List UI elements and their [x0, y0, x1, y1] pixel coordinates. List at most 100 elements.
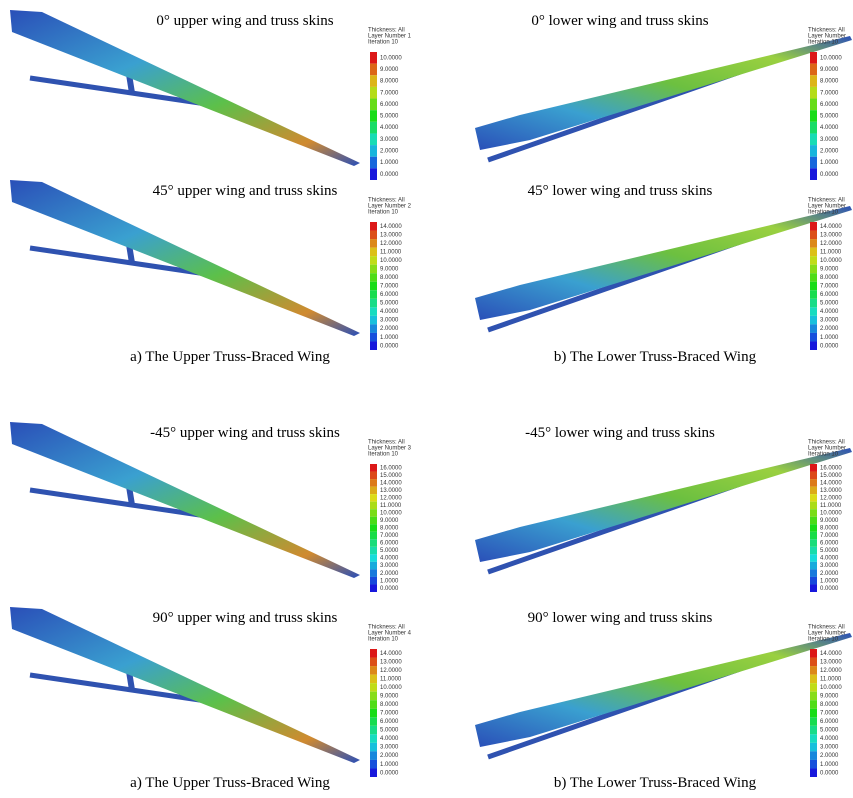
legend-label: 11.0000	[820, 249, 842, 255]
legend-swatch	[810, 239, 817, 248]
legend-swatch	[810, 133, 817, 145]
legend-swatch	[810, 341, 817, 350]
legend-label: 3.0000	[820, 137, 839, 143]
legend-label: 2.0000	[820, 753, 839, 759]
legend-label: 5.0000	[380, 114, 399, 120]
legend-label: 15.0000	[820, 473, 842, 479]
legend-swatch	[810, 307, 817, 316]
legend-label: 10.0000	[380, 55, 402, 61]
legend-label: 7.0000	[380, 90, 399, 96]
panel-title: -45° lower wing and truss skins	[525, 425, 715, 441]
legend-swatch	[810, 562, 817, 570]
legend-label: 10.0000	[380, 685, 402, 691]
legend-label: 14.0000	[380, 480, 402, 486]
legend-swatch	[810, 52, 817, 64]
legend-swatch	[370, 324, 377, 333]
wing	[475, 36, 852, 150]
legend-swatch	[370, 341, 377, 350]
legend-swatch	[810, 231, 817, 240]
legend-label: 12.0000	[380, 495, 402, 501]
panel-title: 45° lower wing and truss skins	[528, 183, 713, 199]
legend-swatch	[370, 333, 377, 342]
legend-label: 12.0000	[380, 241, 402, 247]
legend-swatch	[370, 584, 377, 592]
legend-header: Iteration 10	[368, 40, 399, 46]
legend-label: 10.0000	[380, 511, 402, 517]
legend-label: 0.0000	[820, 586, 839, 592]
legend-swatch	[370, 726, 377, 735]
legend-swatch	[810, 692, 817, 701]
legend-label: 14.0000	[380, 224, 402, 230]
legend-label: 4.0000	[820, 556, 839, 562]
legend-swatch	[370, 532, 377, 540]
legend-label: 12.0000	[820, 668, 842, 674]
legend-swatch	[370, 231, 377, 240]
legend-label: 2.0000	[380, 326, 399, 332]
panel-title: -45° upper wing and truss skins	[150, 425, 340, 441]
legend-label: 3.0000	[380, 318, 399, 324]
legend-swatch	[810, 248, 817, 257]
wing	[475, 448, 852, 562]
legend-label: 8.0000	[820, 275, 839, 281]
legend-label: 7.0000	[380, 711, 399, 717]
legend-swatch	[370, 265, 377, 274]
legend-label: 4.0000	[380, 556, 399, 562]
legend-label: 13.0000	[380, 488, 402, 494]
legend-label: 3.0000	[820, 318, 839, 324]
legend-label: 7.0000	[380, 284, 399, 290]
legend-swatch	[810, 299, 817, 308]
legend-swatch	[370, 145, 377, 157]
legend-label: 3.0000	[380, 137, 399, 143]
legend-swatch	[810, 524, 817, 532]
legend-swatch	[370, 248, 377, 257]
legend-label: 0.0000	[820, 770, 839, 776]
caption: a) The Upper Truss-Braced Wing	[130, 349, 330, 365]
legend-label: 14.0000	[820, 480, 842, 486]
legend-swatch	[370, 569, 377, 577]
legend-label: 5.0000	[820, 728, 839, 734]
legend-label: 10.0000	[820, 685, 842, 691]
legend-swatch	[370, 168, 377, 180]
legend-swatch	[370, 122, 377, 134]
legend-swatch	[370, 157, 377, 169]
panel-title: 90° upper wing and truss skins	[153, 610, 338, 626]
legend-label: 9.0000	[380, 694, 399, 700]
legend-swatch	[810, 569, 817, 577]
legend-swatch	[370, 658, 377, 667]
legend-label: 5.0000	[820, 114, 839, 120]
legend-swatch	[370, 539, 377, 547]
panel-title: 0° upper wing and truss skins	[156, 13, 333, 29]
legend-swatch	[810, 168, 817, 180]
legend-label: 6.0000	[820, 292, 839, 298]
legend-swatch	[810, 87, 817, 99]
legend-label: 8.0000	[380, 526, 399, 532]
legend-swatch	[810, 145, 817, 157]
legend-swatch	[810, 99, 817, 111]
legend-label: 11.0000	[380, 249, 402, 255]
legend-swatch	[370, 487, 377, 495]
legend-label: 4.0000	[380, 125, 399, 131]
legend-swatch	[370, 700, 377, 709]
legend-swatch	[370, 472, 377, 480]
legend-swatch	[810, 222, 817, 231]
legend-swatch	[370, 743, 377, 752]
legend-swatch	[810, 479, 817, 487]
legend-label: 10.0000	[820, 258, 842, 264]
legend-swatch	[810, 110, 817, 122]
legend-swatch	[810, 734, 817, 743]
legend-swatch	[810, 532, 817, 540]
legend-label: 11.0000	[820, 676, 842, 682]
legend-label: 0.0000	[380, 172, 399, 178]
legend-label: 9.0000	[380, 518, 399, 524]
legend-header: Iteration 10	[808, 452, 839, 458]
legend-swatch	[810, 760, 817, 769]
legend-label: 10.0000	[380, 258, 402, 264]
legend-swatch	[810, 333, 817, 342]
legend-swatch	[370, 464, 377, 472]
panel-title: 45° upper wing and truss skins	[153, 183, 338, 199]
legend-swatch	[810, 517, 817, 525]
legend-label: 4.0000	[380, 736, 399, 742]
legend-swatch	[370, 256, 377, 265]
legend-label: 8.0000	[380, 275, 399, 281]
legend-label: 12.0000	[380, 668, 402, 674]
